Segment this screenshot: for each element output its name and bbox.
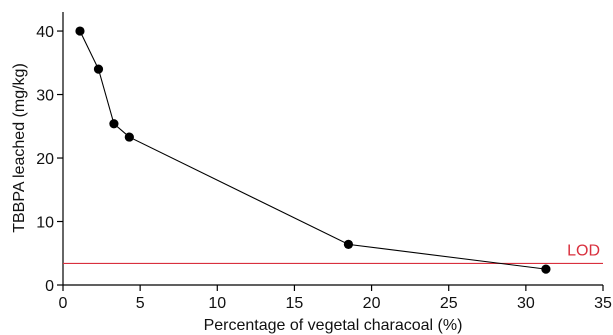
x-tick-label: 10	[208, 295, 226, 312]
y-ticks: 0 10 20 30 40	[36, 24, 63, 295]
y-tick-label: 40	[36, 24, 54, 41]
y-tick-label: 30	[36, 88, 54, 105]
lod-label: LOD	[567, 242, 600, 259]
data-point	[343, 239, 354, 249]
x-axis-title: Percentage of vegetal characoal (%)	[204, 317, 463, 334]
data-point	[75, 26, 85, 36]
x-tick-label: 5	[136, 295, 145, 312]
data-point	[541, 264, 551, 274]
data-point	[109, 119, 119, 129]
x-tick-label: 35	[594, 295, 612, 312]
reference-lines: LOD	[63, 242, 603, 265]
x-ticks: 0 5 10 15 20 25 30 35	[59, 285, 612, 312]
x-tick-label: 30	[517, 295, 535, 312]
series-line	[79, 30, 546, 270]
x-tick-label: 15	[286, 295, 304, 312]
plot-area	[62, 12, 603, 286]
y-tick-label: 10	[36, 215, 54, 232]
data-point	[124, 132, 134, 142]
x-tick-label: 0	[59, 295, 68, 312]
data-point	[93, 64, 104, 74]
series-group	[75, 26, 551, 274]
y-axis-title: TBBPA leached (mg/kg)	[11, 63, 28, 233]
y-tick-label: 0	[45, 278, 54, 295]
y-tick-label: 20	[36, 151, 54, 168]
x-tick-label: 25	[440, 295, 458, 312]
x-tick-label: 20	[363, 295, 381, 312]
